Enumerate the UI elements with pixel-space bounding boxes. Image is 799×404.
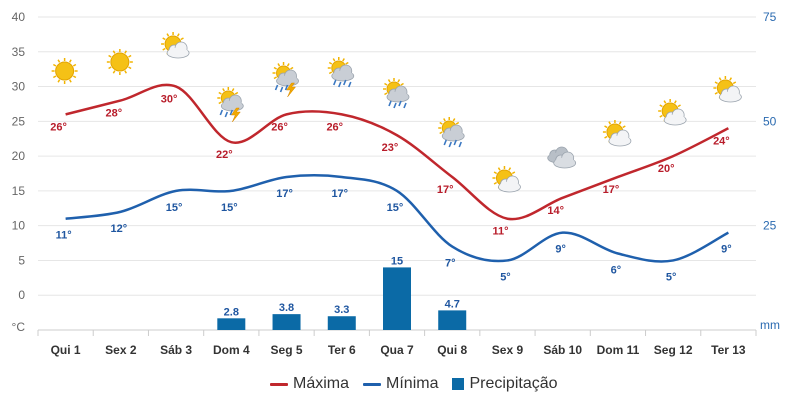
y-left-tick-label: 30 <box>12 80 26 94</box>
min-temp-line <box>65 173 729 263</box>
y-right-tick-label: 75 <box>763 10 777 24</box>
legend-swatch-precip <box>452 378 465 390</box>
legend-swatch-min <box>363 382 382 386</box>
y-left-tick-label: 40 <box>12 10 26 24</box>
x-tick-label: Sex 2 <box>105 343 137 357</box>
x-tick-label: Seg 12 <box>654 343 693 357</box>
max-temp-label: 26° <box>326 121 343 133</box>
cloudy-icon <box>547 146 577 169</box>
min-temp-label: 15° <box>387 202 404 214</box>
precip-bar-label: 2.8 <box>224 306 239 318</box>
max-temp-label: 11° <box>492 226 508 238</box>
legend-item-precip[interactable]: Precipitação <box>452 375 558 393</box>
legend-label-precip: Precipitação <box>469 375 558 392</box>
max-temp-label: 17° <box>437 184 454 196</box>
max-temp-label: 17° <box>603 184 620 196</box>
y-left-unit-label: °C <box>12 320 26 334</box>
partly-cloudy-icon <box>713 76 742 103</box>
x-tick-label: Qui 8 <box>437 343 467 357</box>
partly-cloudy-icon <box>161 32 190 59</box>
min-temp-label: 9° <box>721 244 732 256</box>
x-tick-label: Qua 7 <box>380 343 414 357</box>
precip-bar <box>217 318 246 330</box>
precip-bar <box>327 316 356 330</box>
y-right-tick-label: 25 <box>763 219 777 233</box>
y-left-tick-label: 35 <box>12 45 26 59</box>
thunderstorm-icon <box>217 87 244 123</box>
min-temp-label: 5° <box>666 271 677 283</box>
y-left-tick-label: 25 <box>12 114 26 128</box>
legend-item-min[interactable]: Mínima <box>363 375 438 393</box>
min-temp-label: 5° <box>500 271 511 283</box>
x-tick-label: Ter 6 <box>328 343 356 357</box>
legend-label-min: Mínima <box>386 375 439 392</box>
max-temp-label: 22° <box>216 149 233 161</box>
max-temp-label: 26° <box>50 121 67 133</box>
min-temp-label: 12° <box>111 223 128 235</box>
max-temp-label: 20° <box>658 163 675 175</box>
max-temp-label: 24° <box>713 135 730 147</box>
partly-cloudy-icon <box>492 166 521 193</box>
precip-bar <box>272 314 301 330</box>
thunderstorm-icon <box>272 62 299 98</box>
min-temp-label: 15° <box>221 202 238 214</box>
sun-icon <box>106 49 133 75</box>
x-tick-label: Dom 11 <box>597 343 640 357</box>
y-left-tick-label: 10 <box>12 219 26 233</box>
chart-legend: Máxima Mínima Precipitação <box>270 375 558 393</box>
legend-label-max: Máxima <box>293 375 350 392</box>
x-tick-label: Sáb 10 <box>543 343 582 357</box>
min-temp-label: 17° <box>331 188 348 200</box>
min-temp-label: 7° <box>445 258 456 270</box>
y-left-tick-label: 20 <box>12 149 26 163</box>
partly-cloudy-icon <box>602 120 632 147</box>
min-temp-label: 15° <box>166 202 183 214</box>
rain-icon <box>438 117 465 148</box>
y-left-tick-label: 15 <box>12 184 26 198</box>
x-tick-label: Seg 5 <box>271 343 303 357</box>
max-temp-label: 28° <box>106 107 123 119</box>
y-left-tick-label: 0 <box>18 288 25 302</box>
y-left-tick-label: 5 <box>18 253 25 267</box>
y-right-tick-label: 50 <box>763 114 777 128</box>
precip-bar <box>383 267 411 330</box>
x-tick-label: Sáb 3 <box>160 343 192 357</box>
precip-bar-label: 3.3 <box>334 304 349 316</box>
sun-icon <box>51 58 78 84</box>
min-temp-label: 11° <box>56 230 72 242</box>
legend-item-max[interactable]: Máxima <box>270 375 349 393</box>
max-temp-line <box>65 83 729 221</box>
partly-cloudy-icon <box>658 99 687 126</box>
max-temp-label: 30° <box>161 94 178 106</box>
min-temp-label: 9° <box>555 244 566 256</box>
y-right-unit-label: mm <box>760 318 780 332</box>
min-temp-label: 6° <box>611 264 622 276</box>
max-temp-label: 14° <box>547 205 564 217</box>
precip-bar-label: 4.7 <box>445 298 460 310</box>
precip-bar-label: 3.8 <box>279 302 294 314</box>
x-tick-label: Ter 13 <box>711 343 746 357</box>
x-tick-label: Sex 9 <box>492 343 524 357</box>
precip-bar <box>438 310 467 330</box>
x-tick-label: Qui 1 <box>51 343 81 357</box>
max-temp-label: 23° <box>382 142 399 154</box>
min-temp-label: 17° <box>276 188 293 200</box>
rain-icon <box>383 78 410 109</box>
precip-bar-label: 15 <box>391 255 403 267</box>
legend-swatch-max <box>270 382 288 386</box>
x-tick-label: Dom 4 <box>213 343 250 357</box>
max-temp-label: 26° <box>271 121 288 133</box>
rain-icon <box>327 57 355 88</box>
